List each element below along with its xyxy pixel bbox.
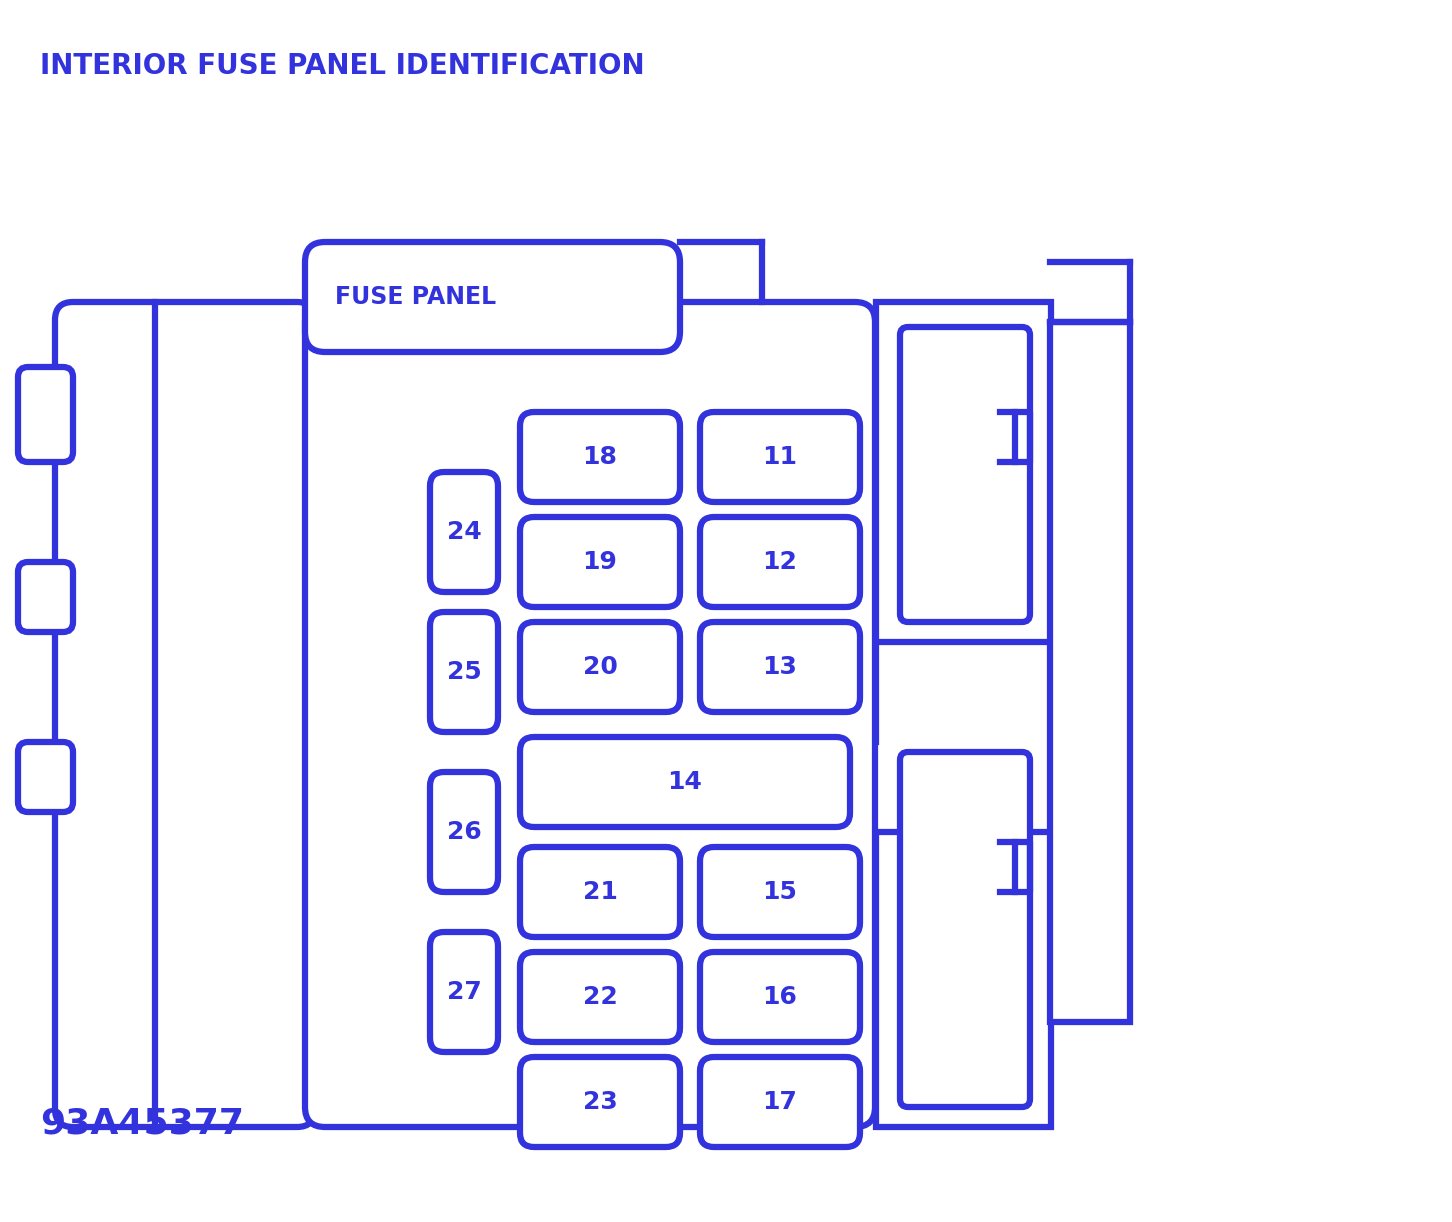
FancyBboxPatch shape [520,737,849,827]
FancyBboxPatch shape [305,242,680,352]
FancyBboxPatch shape [520,622,680,712]
Text: INTERIOR FUSE PANEL IDENTIFICATION: INTERIOR FUSE PANEL IDENTIFICATION [41,53,645,79]
FancyBboxPatch shape [520,952,680,1042]
FancyBboxPatch shape [520,517,680,607]
FancyBboxPatch shape [305,302,876,1127]
FancyBboxPatch shape [700,412,860,502]
FancyBboxPatch shape [430,612,498,732]
Text: 19: 19 [582,550,617,574]
Text: 11: 11 [762,445,797,469]
Text: 17: 17 [762,1090,797,1114]
Text: 14: 14 [668,770,703,794]
Text: 23: 23 [582,1090,617,1114]
Text: 25: 25 [447,660,482,684]
Text: 16: 16 [762,985,797,1009]
Bar [876,832,1051,1127]
Bar [876,302,1051,642]
Text: 24: 24 [447,521,482,544]
Text: 18: 18 [582,445,617,469]
Text: 21: 21 [582,880,617,904]
FancyBboxPatch shape [520,412,680,502]
Text: 12: 12 [762,550,797,574]
FancyBboxPatch shape [17,742,73,811]
Text: 22: 22 [582,985,617,1009]
Text: 27: 27 [447,980,482,1004]
FancyBboxPatch shape [430,932,498,1052]
FancyBboxPatch shape [17,367,73,462]
FancyBboxPatch shape [700,952,860,1042]
FancyBboxPatch shape [700,622,860,712]
FancyBboxPatch shape [55,302,315,1127]
FancyBboxPatch shape [430,772,498,892]
FancyBboxPatch shape [520,847,680,937]
FancyBboxPatch shape [700,847,860,937]
Text: 93A45377: 93A45377 [41,1107,244,1141]
FancyBboxPatch shape [900,327,1029,622]
Text: 26: 26 [447,820,482,844]
Bar [1050,323,1130,1022]
Text: 20: 20 [582,655,617,679]
Text: 13: 13 [762,655,797,679]
FancyBboxPatch shape [700,1057,860,1147]
Text: FUSE PANEL: FUSE PANEL [335,285,497,309]
Text: 15: 15 [762,880,797,904]
FancyBboxPatch shape [900,752,1029,1107]
FancyBboxPatch shape [520,1057,680,1147]
FancyBboxPatch shape [17,562,73,632]
FancyBboxPatch shape [430,472,498,591]
FancyBboxPatch shape [700,517,860,607]
